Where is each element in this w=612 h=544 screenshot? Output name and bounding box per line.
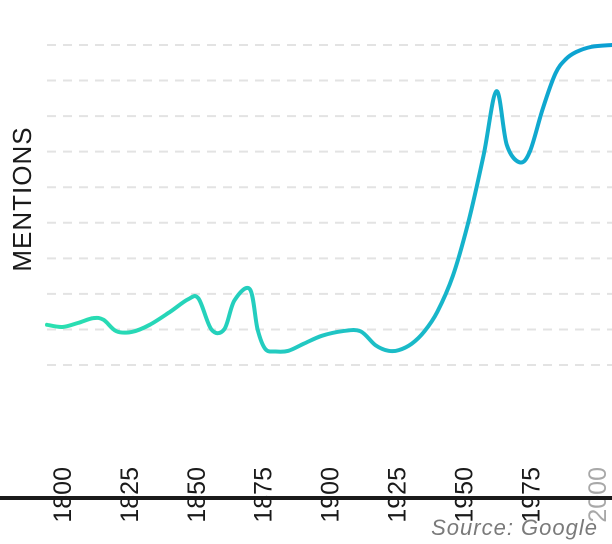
x-tick-label: 1825	[116, 467, 144, 523]
x-tick-label: 1925	[384, 467, 412, 523]
x-axis-ticks: 1800 1825 1850 1875 1900 1925 1950 1975 2000	[49, 467, 612, 523]
series-line-mentions	[45, 43, 612, 354]
x-tick-label: 1800	[49, 467, 77, 523]
x-tick-label: 2000	[584, 467, 612, 523]
x-tick-label: 1950	[450, 467, 478, 523]
x-tick-label: 1975	[517, 467, 545, 523]
y-axis-label: MENTIONS	[7, 126, 37, 271]
source-note: Source: Google	[431, 515, 598, 540]
x-tick-label: 1850	[183, 467, 211, 523]
x-tick-label: 1875	[250, 467, 278, 523]
x-tick-label: 1900	[317, 467, 345, 523]
gridlines	[47, 44, 612, 366]
